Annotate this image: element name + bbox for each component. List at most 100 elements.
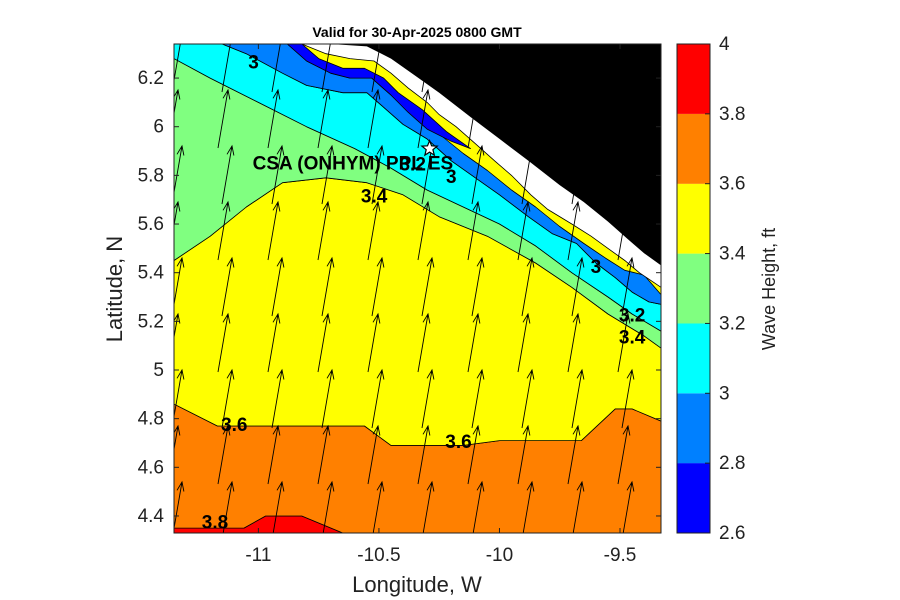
coastline <box>301 44 661 288</box>
y-tick-label: 6 <box>153 117 164 138</box>
wave-arrow <box>571 368 585 429</box>
contour-label: 3.2 <box>619 306 645 327</box>
contour-label: 3.4 <box>361 186 388 207</box>
wave-arrow <box>417 200 431 261</box>
wave-arrow <box>471 144 485 205</box>
colorbar-ticks: 2.6 2.8 3 3.2 3.4 3.6 3.8 4 <box>705 34 746 544</box>
shore-layer <box>301 44 661 288</box>
wave-arrow <box>517 88 531 149</box>
colorbar-tick-label: 4 <box>719 34 730 55</box>
colorbar-segment <box>677 253 710 324</box>
contour-label: 3.6 <box>221 415 247 436</box>
wave-arrow <box>317 312 331 373</box>
wave-arrow <box>467 88 481 149</box>
x-axis-label: Longitude, W <box>352 572 482 597</box>
colorbar-segment <box>677 393 710 464</box>
wave-direction-arrows <box>174 44 635 533</box>
wave-arrow <box>617 88 631 149</box>
wave-arrow <box>617 424 631 485</box>
wave-arrow <box>174 480 185 532</box>
wave-arrow <box>271 368 285 429</box>
wave-arrow <box>621 44 631 93</box>
wave-arrow <box>521 144 535 205</box>
wave-arrow <box>317 200 331 261</box>
wave-arrow <box>174 88 181 116</box>
wave-arrow <box>271 44 281 93</box>
wave-arrow <box>321 368 335 429</box>
colorbar-segment <box>677 44 710 114</box>
wave-arrow <box>467 424 481 485</box>
colorbar-tick-label: 2.8 <box>719 453 745 474</box>
wave-arrow <box>617 200 631 261</box>
wave-arrow <box>471 44 481 93</box>
colorbar-tick-label: 3.2 <box>719 313 745 334</box>
x-axis-ticks: -11 -10.5 -10 -9.5 <box>245 44 636 566</box>
star-icon <box>420 138 439 157</box>
y-tick-label: 4.4 <box>138 506 165 527</box>
x-tick-label: -10 <box>486 545 513 566</box>
wave-arrow <box>417 88 431 149</box>
wave-arrow <box>174 312 181 340</box>
wave-arrow <box>421 368 435 429</box>
wave-arrow <box>517 424 531 485</box>
wave-arrow <box>567 88 581 149</box>
wave-arrow <box>621 368 635 429</box>
wave-arrow <box>571 44 581 93</box>
wave-arrow <box>521 368 535 429</box>
wave-arrow <box>174 368 185 420</box>
x-tick-label: -11 <box>245 545 271 566</box>
wave-arrow <box>567 312 581 373</box>
wave-arrow <box>367 312 381 373</box>
y-tick-label: 6.2 <box>138 68 164 89</box>
colorbar-segment <box>677 463 710 533</box>
contour-label: 3.4 <box>619 327 646 348</box>
contour-label: 3.2 <box>399 155 425 176</box>
wave-arrow <box>371 44 381 93</box>
wave-arrow <box>571 256 585 317</box>
x-tick-label: -10.5 <box>357 545 400 566</box>
wave-arrow <box>571 144 585 205</box>
wave-arrow <box>467 312 481 373</box>
contour-labels: 33.233.433.23.43.63.63.8 <box>202 53 646 534</box>
y-axis-ticks: 6.2 6 5.8 5.6 5.4 5.2 5 4.8 4.6 4.4 <box>138 68 661 527</box>
plot-layers <box>174 44 661 533</box>
y-tick-label: 5.2 <box>138 311 164 332</box>
colorbar-frame <box>676 43 711 534</box>
wave-arrow <box>417 312 431 373</box>
wave-arrow <box>372 480 385 533</box>
wave-arrow <box>621 144 635 205</box>
colorbar-segment <box>677 323 710 394</box>
contour-label: 3.6 <box>445 432 471 453</box>
wave-arrow <box>221 256 235 317</box>
colorbar-tick-label: 3 <box>719 383 730 404</box>
colorbar-tick-label: 3.8 <box>719 104 745 125</box>
wave-arrow <box>174 424 181 452</box>
colorbar-tick-label: 3.6 <box>719 174 745 195</box>
wave-arrow <box>367 200 381 261</box>
wave-arrow <box>174 256 185 308</box>
wave-arrow <box>521 44 531 93</box>
wave-arrow <box>217 424 231 485</box>
wave-arrow <box>217 88 231 149</box>
wave-arrow <box>622 480 635 533</box>
wave-arrow <box>421 44 431 93</box>
wave-arrow <box>517 312 531 373</box>
colorbar: 2.6 2.8 3 3.2 3.4 3.6 3.8 4 Wave Height, ft <box>676 34 779 544</box>
wave-arrow <box>217 312 231 373</box>
wave-arrow <box>421 256 435 317</box>
wave-arrow <box>417 424 431 485</box>
wave-arrow <box>367 424 381 485</box>
y-tick-label: 5.8 <box>138 165 164 186</box>
colorbar-segment <box>677 183 710 254</box>
wave-arrow <box>422 480 435 533</box>
y-tick-label: 4.6 <box>138 457 164 478</box>
colorbar-label: Wave Height, ft <box>759 228 779 350</box>
wave-arrow <box>572 480 585 533</box>
colorbar-segment <box>677 113 710 184</box>
plot-frame <box>173 43 662 534</box>
y-tick-label: 4.8 <box>138 409 164 430</box>
contour-label: 3 <box>591 257 602 278</box>
wave-arrow <box>467 200 481 261</box>
x-tick-label: -9.5 <box>604 545 637 566</box>
